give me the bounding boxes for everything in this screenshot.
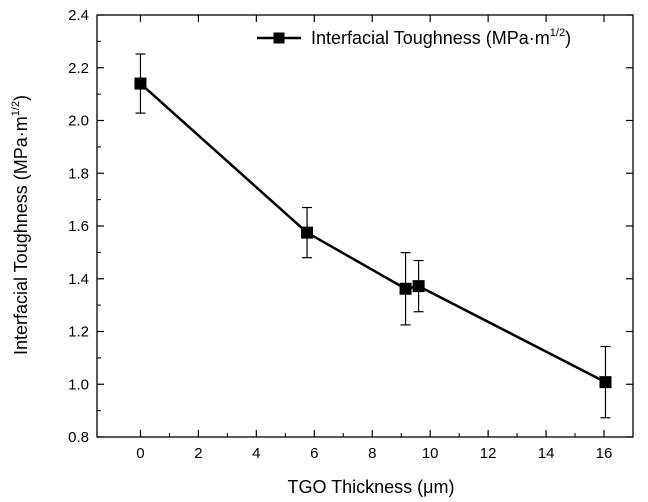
x-tick-label: 16: [596, 445, 613, 462]
data-point: [599, 376, 612, 389]
legend-label: Interfacial Toughness (MPa·m1/2): [311, 27, 571, 48]
y-tick-label: 1.8: [68, 165, 89, 182]
y-tick-label: 1.0: [68, 376, 89, 393]
data-point: [412, 280, 425, 293]
x-tick-label: 0: [136, 445, 144, 462]
x-tick-label: 14: [538, 445, 555, 462]
y-tick-label: 0.8: [68, 429, 89, 446]
data-point: [134, 77, 147, 90]
plot-frame: [96, 14, 634, 438]
x-tick-label: 4: [252, 445, 260, 462]
series-layer: [134, 53, 612, 419]
series-line: [139, 82, 607, 384]
y-tick-label: 2.4: [68, 7, 89, 24]
x-tick-label: 6: [310, 445, 318, 462]
legend: Interfacial Toughness (MPa·m1/2): [257, 27, 571, 48]
y-tick-label: 2.0: [68, 113, 89, 130]
data-point: [301, 226, 314, 239]
y-tick-label: 1.2: [68, 324, 89, 341]
y-tick-label: 1.6: [68, 218, 89, 235]
x-axis-title: TGO Thickness (μm): [287, 477, 454, 497]
x-tick-label: 10: [422, 445, 439, 462]
x-tick-label: 8: [368, 445, 376, 462]
y-axis-title: Interfacial Toughness (MPa·m1/2): [10, 95, 31, 355]
plot-axes: 0 2 4 6 8 10 12 14 16 0.8 1.0 1.2 1.4 1.6 1.8 2.0 2.2 2.4: [68, 7, 634, 462]
x-tick-label: 2: [194, 445, 202, 462]
data-point: [399, 282, 412, 295]
legend-marker: [273, 32, 285, 44]
y-tick-label: 2.2: [68, 60, 89, 77]
y-tick-label: 1.4: [68, 271, 89, 288]
x-tick-label: 12: [480, 445, 497, 462]
